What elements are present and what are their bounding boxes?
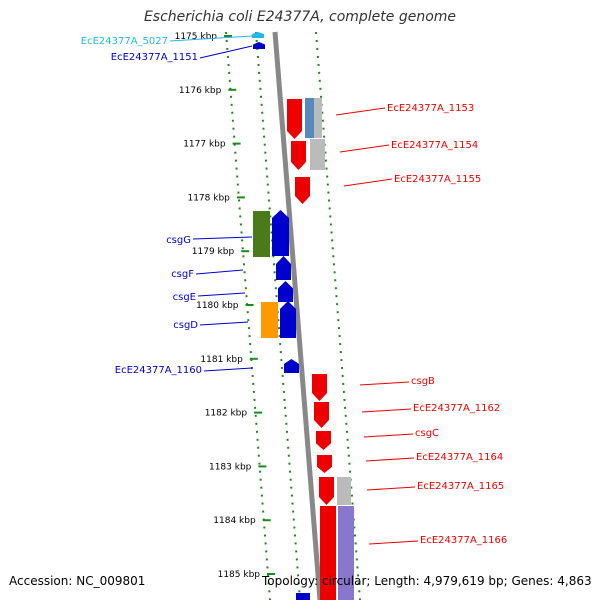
leader-line-ece24377a-1164	[365, 457, 415, 462]
gene-shape-ecE24377a-1153	[287, 99, 302, 139]
leader-line-ece24377a-1166	[368, 540, 419, 545]
cog-bar-ecE24377a-1153	[305, 98, 314, 138]
gene-label-csgd: csgD	[173, 320, 198, 331]
genome-title: Escherichia coli E24377A, complete genom…	[143, 9, 457, 25]
leader-line-ece24377a-1153	[335, 107, 386, 116]
genome-backbone	[272, 31, 323, 600]
leader-line-ece24377a-5027	[169, 35, 253, 42]
gene-label-csgg: csgG	[166, 235, 191, 246]
gene-shape-csgD	[280, 301, 296, 338]
cog-bar-ecE24377a-1154	[310, 139, 325, 170]
ruler-label-1183: 1183 kbp	[209, 462, 252, 472]
gene-label-csge: csgE	[173, 292, 196, 303]
accession-label: Accession: NC_009801	[9, 574, 146, 588]
leader-line-csgb	[359, 381, 410, 386]
ruler-label-1178: 1178 kbp	[187, 193, 230, 203]
gene-label-ece24377a-1166: EcE24377A_1166	[420, 535, 507, 546]
leader-line-ece24377a-1160	[203, 367, 253, 372]
gene-label-ece24377a-1160: EcE24377A_1160	[115, 365, 202, 376]
genome-summary: Topology: circular; Length: 4,979,619 bp…	[262, 574, 592, 588]
gene-shape-ecE24377a-1151	[253, 42, 265, 49]
gene-shape-ecE24377a-1160	[284, 359, 299, 373]
gene-label-ece24377a-1151: EcE24377A_1151	[111, 52, 198, 63]
ruler-label-1177: 1177 kbp	[183, 140, 226, 150]
cog-bar-ecE24377a-1153-b	[314, 98, 322, 138]
ruler-label-1182: 1182 kbp	[205, 409, 248, 419]
leader-line-csgd	[199, 321, 249, 326]
ruler-label-1180: 1180 kbp	[196, 301, 239, 311]
gene-label-ece24377a-1153: EcE24377A_1153	[387, 103, 474, 114]
leader-line-ece24377a-1155	[343, 178, 393, 187]
ruler-label-1179: 1179 kbp	[192, 247, 235, 257]
leader-line-csgc	[363, 433, 414, 438]
gene-shape-ecE24377a-1155	[295, 177, 310, 204]
gene-label-ece24377a-5027: EcE24377A_5027	[81, 36, 168, 47]
ruler-label-1176: 1176 kbp	[179, 86, 222, 96]
gene-shape-csgC	[316, 431, 331, 450]
leader-line-csgg	[192, 236, 253, 240]
cog-bar-ecE24377a-1165	[337, 477, 351, 505]
ruler-label-1181: 1181 kbp	[200, 355, 243, 365]
ruler-label-1184: 1184 kbp	[213, 516, 256, 526]
gene-shape-ecE24377a-1165	[319, 477, 334, 505]
gene-label-ece24377a-1162: EcE24377A_1162	[413, 403, 500, 414]
gene-shape-ecE24377a-1164	[317, 455, 332, 473]
leader-line-csgf	[195, 269, 244, 275]
gene-label-ece24377a-1164: EcE24377A_1164	[416, 452, 503, 463]
gene-label-csgc: csgC	[415, 428, 439, 439]
gene-label-ece24377a-1155: EcE24377A_1155	[394, 174, 481, 185]
leader-line-ece24377a-1165	[366, 486, 416, 491]
gene-shape-next-partial	[296, 593, 310, 600]
cog-bar-csgD	[261, 302, 278, 338]
gene-shape-csgE	[278, 281, 293, 302]
gene-shape-ecE24377a-5027	[252, 32, 264, 38]
gene-shape-csgF	[276, 256, 291, 280]
leader-line-csge	[197, 292, 246, 297]
gene-shape-csgB	[312, 374, 327, 401]
leader-line-ece24377a-1162	[361, 408, 412, 413]
gene-label-ece24377a-1165: EcE24377A_1165	[417, 481, 504, 492]
leader-line-ece24377a-1151	[199, 45, 253, 59]
cog-bar-csgG	[253, 211, 270, 257]
ruler-label-1185: 1185 kbp	[218, 570, 261, 580]
gene-label-csgb: csgB	[411, 376, 435, 387]
ruler-label-1175: 1175 kbp	[175, 32, 218, 42]
gene-label-csgf: csgF	[171, 269, 194, 280]
gene-shape-csgG	[272, 210, 289, 256]
leader-line-ece24377a-1154	[339, 144, 390, 153]
cog-bar-ecE24377a-1166	[338, 506, 354, 600]
gene-label-ece24377a-1154: EcE24377A_1154	[391, 140, 478, 151]
gene-shape-ecE24377a-1162	[314, 402, 329, 428]
gene-shape-ecE24377a-1154	[291, 141, 306, 170]
gene-shape-ecE24377a-1166	[320, 506, 336, 600]
